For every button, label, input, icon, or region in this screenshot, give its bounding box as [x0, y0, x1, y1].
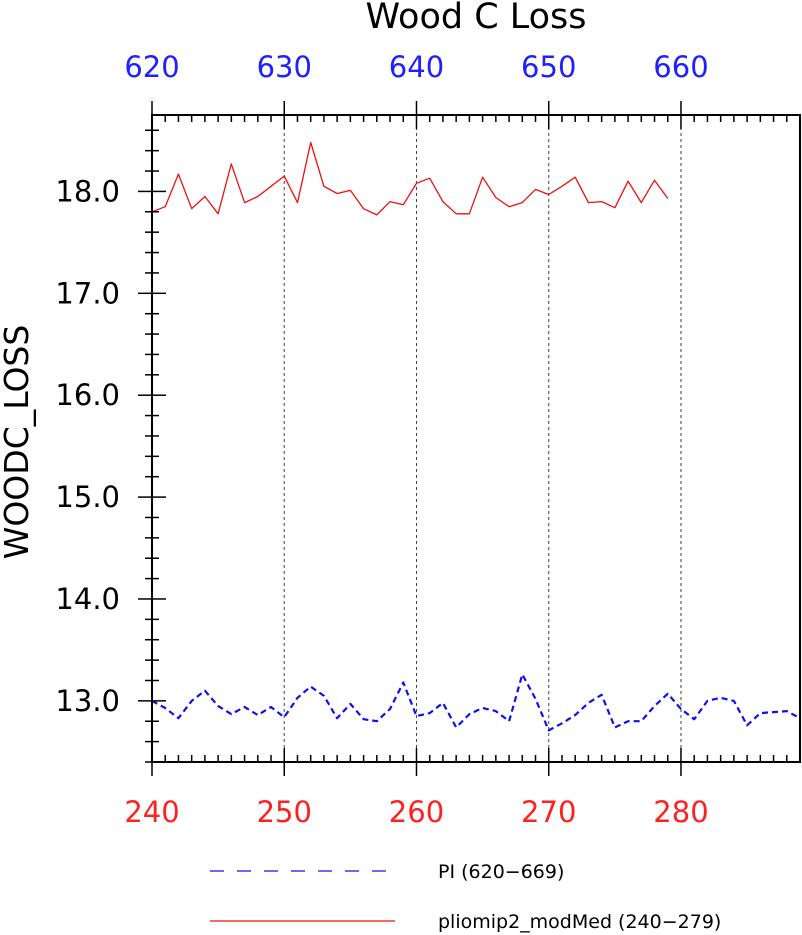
x-tick-label-top: 660 — [653, 50, 708, 84]
series-group — [151, 141, 801, 732]
x-tick-label-bottom: 260 — [389, 795, 444, 829]
x-tick-label-bottom: 280 — [653, 795, 708, 829]
axis-ticks — [138, 101, 801, 776]
y-tick-label: 14.0 — [55, 582, 120, 616]
grid-lines — [283, 115, 682, 762]
y-tick-label: 18.0 — [55, 174, 120, 208]
x-tick-label-bottom: 250 — [257, 795, 312, 829]
series-line-pliomip2 — [151, 141, 669, 216]
x-tick-label-top: 620 — [124, 50, 179, 84]
y-tick-label: 15.0 — [55, 480, 120, 514]
legend-label-pliomip2: pliomip2_modMed (240−279) — [438, 911, 721, 933]
x-tick-label-top: 640 — [389, 50, 444, 84]
y-tick-label: 13.0 — [55, 684, 120, 718]
x-tick-label-top: 650 — [521, 50, 576, 84]
x-tick-label-top: 630 — [257, 50, 312, 84]
y-axis-label: WOODC_LOSS — [0, 325, 36, 560]
y-tick-label: 16.0 — [55, 378, 120, 412]
series-line-pi — [151, 673, 801, 732]
y-tick-label: 17.0 — [55, 276, 120, 310]
x-tick-label-bottom: 240 — [124, 795, 179, 829]
x-tick-label-bottom: 270 — [521, 795, 576, 829]
legend: PI (620−669) pliomip2_modMed (240−279) — [210, 861, 721, 933]
legend-label-pi: PI (620−669) — [438, 861, 564, 883]
plot-frame — [151, 114, 801, 763]
chart-title: Wood C Loss — [365, 0, 586, 37]
